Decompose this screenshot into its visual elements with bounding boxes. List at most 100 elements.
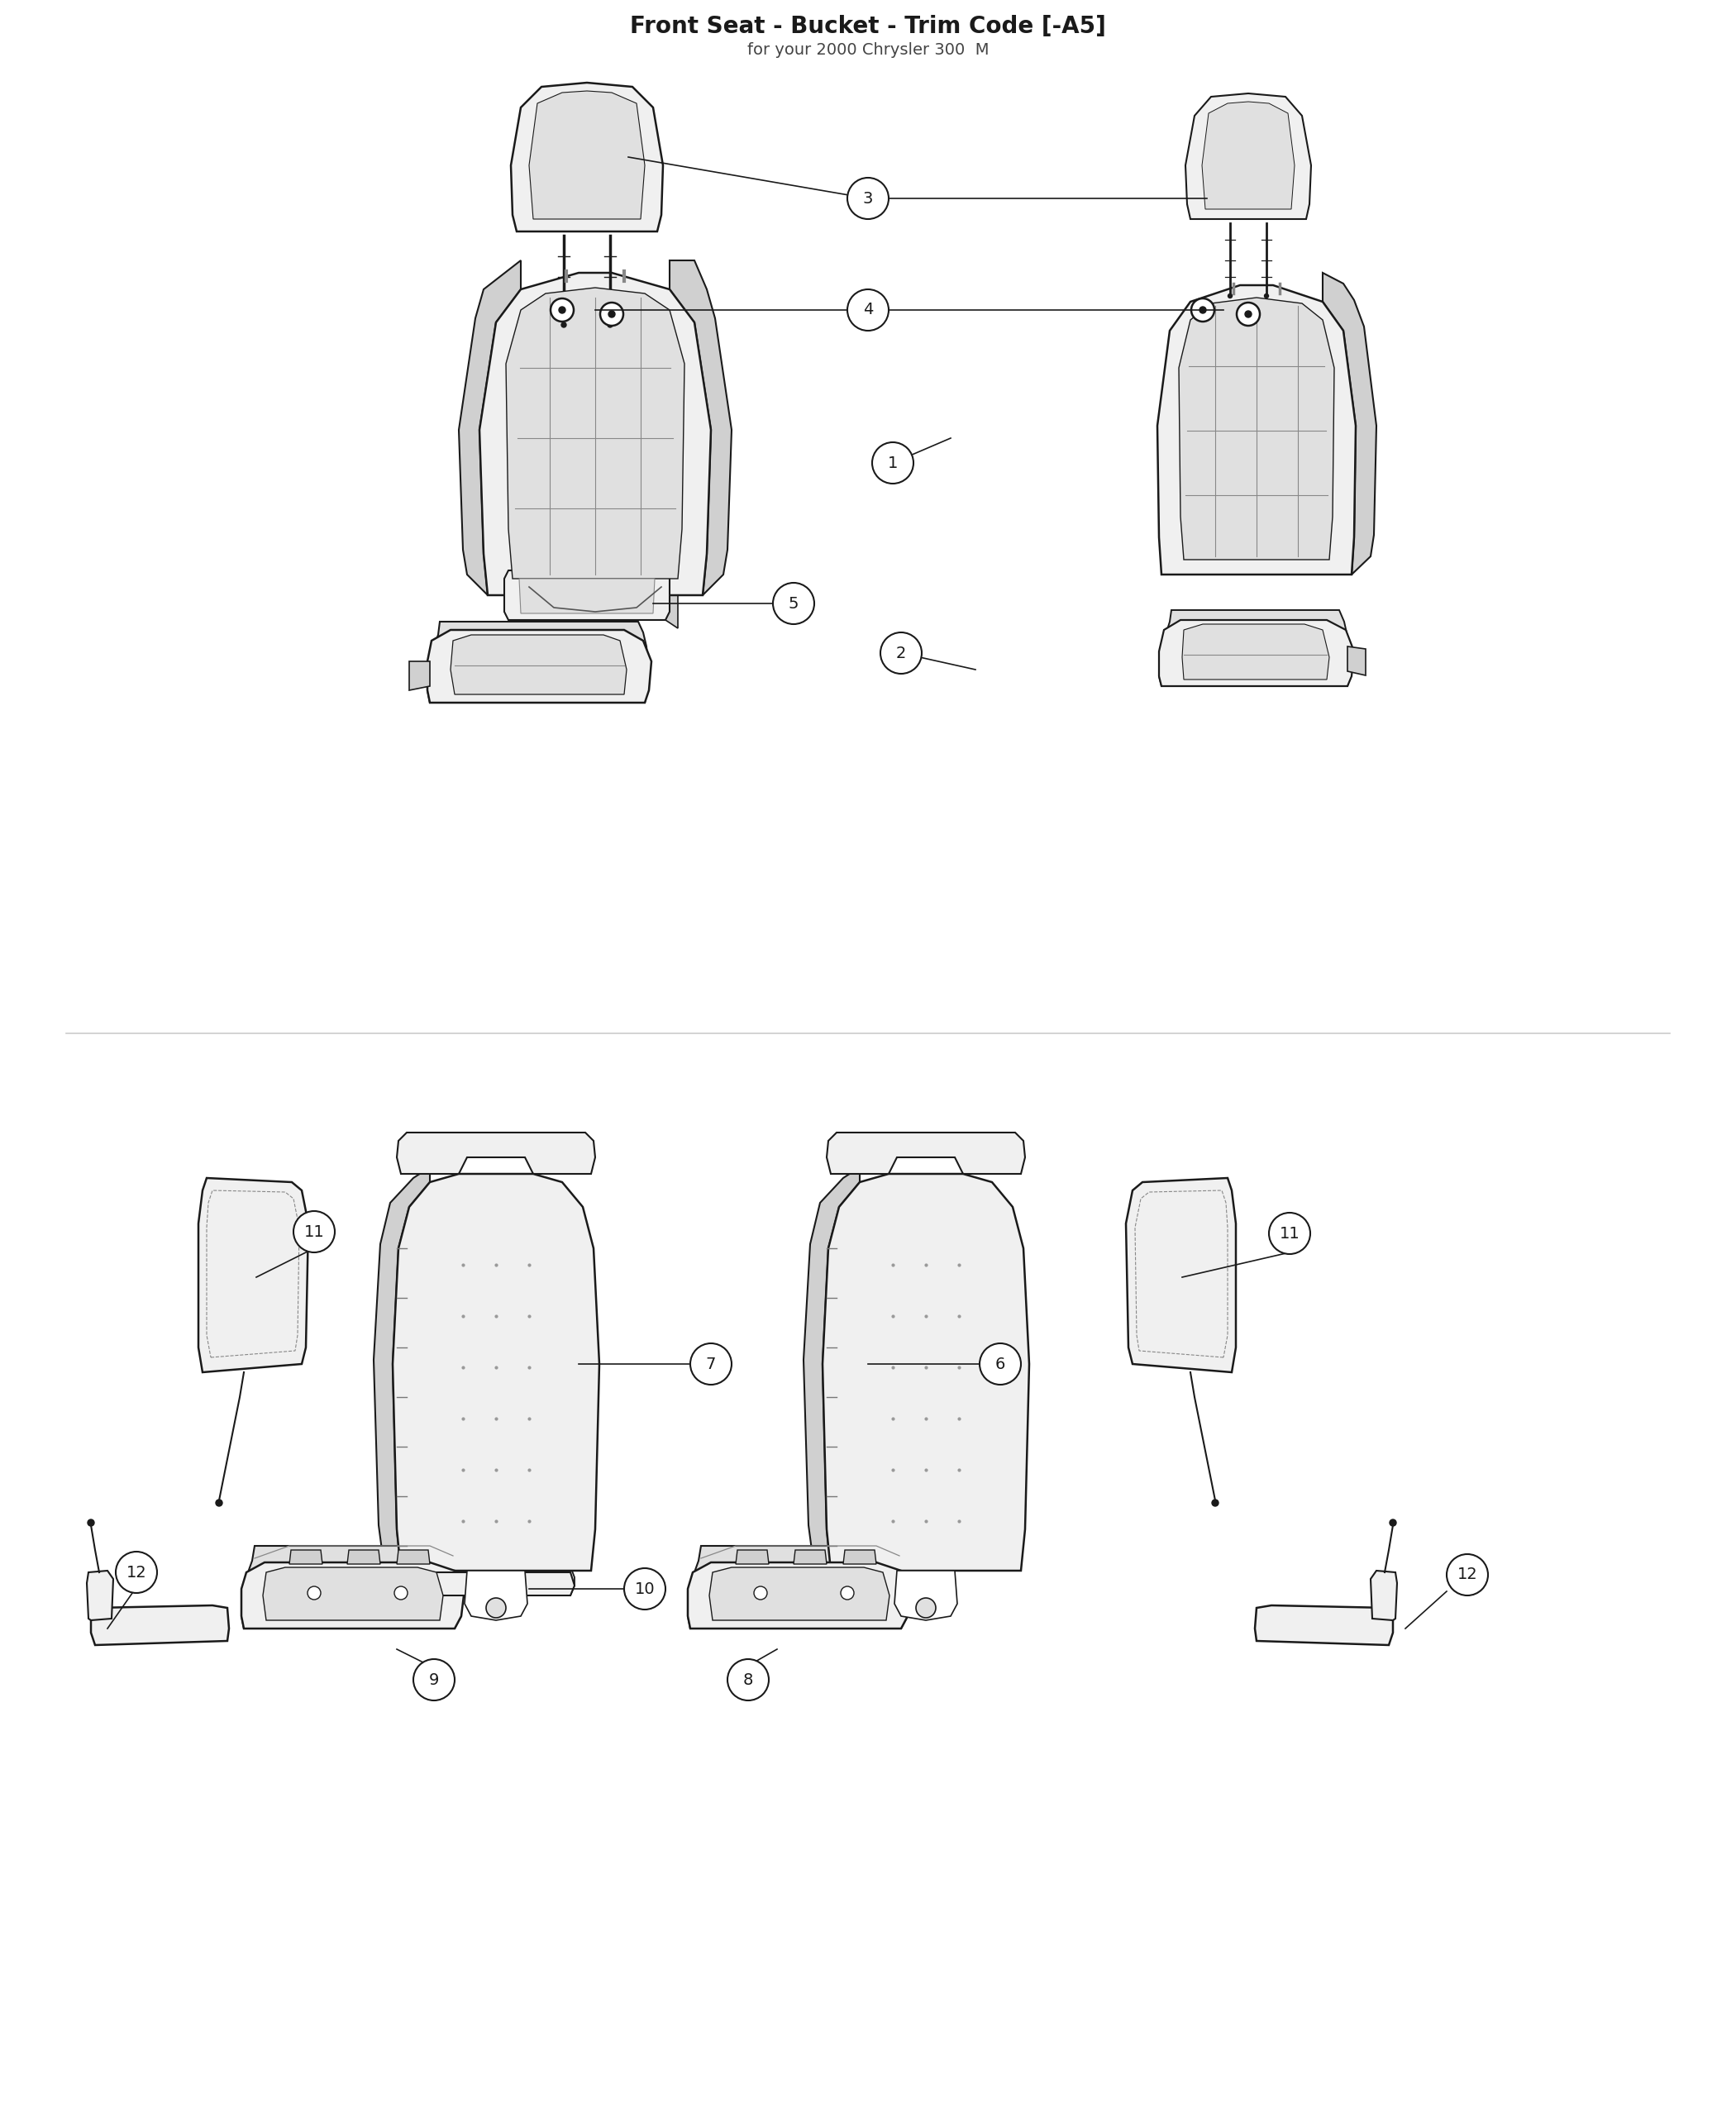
Polygon shape	[1158, 285, 1356, 575]
Circle shape	[847, 177, 889, 219]
Circle shape	[753, 1587, 767, 1600]
Circle shape	[116, 1551, 156, 1594]
Text: 2: 2	[896, 645, 906, 662]
Text: 5: 5	[788, 597, 799, 611]
Polygon shape	[823, 1174, 1029, 1570]
Circle shape	[917, 1598, 936, 1617]
Polygon shape	[427, 622, 648, 702]
Circle shape	[550, 299, 573, 323]
Circle shape	[691, 1343, 731, 1385]
Polygon shape	[519, 580, 654, 613]
Circle shape	[727, 1659, 769, 1701]
Text: 12: 12	[1457, 1566, 1477, 1583]
Polygon shape	[510, 82, 663, 232]
Polygon shape	[665, 580, 677, 628]
Polygon shape	[398, 1132, 595, 1174]
Circle shape	[486, 1598, 505, 1617]
Polygon shape	[1371, 1570, 1397, 1621]
Circle shape	[880, 632, 922, 675]
Polygon shape	[1160, 609, 1351, 685]
Circle shape	[608, 310, 615, 318]
Circle shape	[773, 582, 814, 624]
Circle shape	[871, 443, 913, 483]
Polygon shape	[332, 1573, 356, 1602]
Circle shape	[1245, 310, 1252, 318]
Text: 11: 11	[304, 1225, 325, 1240]
Polygon shape	[410, 662, 431, 689]
Circle shape	[601, 304, 623, 327]
Polygon shape	[241, 1545, 462, 1629]
Circle shape	[1191, 299, 1215, 323]
Polygon shape	[90, 1606, 229, 1644]
Circle shape	[625, 1568, 665, 1611]
Polygon shape	[1127, 1178, 1236, 1372]
Polygon shape	[198, 1178, 309, 1372]
Polygon shape	[1201, 101, 1295, 209]
Polygon shape	[392, 1174, 599, 1570]
Polygon shape	[1160, 620, 1354, 685]
Text: 1: 1	[887, 455, 898, 470]
Polygon shape	[373, 1168, 431, 1570]
Circle shape	[1236, 304, 1260, 327]
Polygon shape	[290, 1549, 323, 1564]
Polygon shape	[351, 1573, 575, 1596]
Text: 3: 3	[863, 190, 873, 207]
Circle shape	[1389, 1520, 1396, 1526]
Polygon shape	[1135, 1191, 1227, 1358]
Text: 10: 10	[635, 1581, 654, 1596]
Polygon shape	[1347, 647, 1366, 675]
Circle shape	[307, 1587, 321, 1600]
Polygon shape	[1186, 93, 1311, 219]
Polygon shape	[505, 287, 684, 580]
Polygon shape	[670, 261, 731, 594]
Polygon shape	[465, 1570, 528, 1621]
Polygon shape	[894, 1570, 957, 1621]
Circle shape	[293, 1212, 335, 1252]
Circle shape	[215, 1499, 222, 1507]
Circle shape	[1212, 1499, 1219, 1507]
Polygon shape	[1255, 1606, 1392, 1644]
Polygon shape	[398, 1549, 431, 1564]
Polygon shape	[844, 1549, 877, 1564]
Polygon shape	[736, 1549, 769, 1564]
Polygon shape	[1182, 624, 1330, 679]
Text: 11: 11	[1279, 1225, 1300, 1242]
Polygon shape	[347, 1549, 380, 1564]
Text: 7: 7	[707, 1355, 715, 1372]
Polygon shape	[793, 1549, 826, 1564]
Polygon shape	[451, 635, 627, 694]
Polygon shape	[427, 630, 651, 702]
Circle shape	[979, 1343, 1021, 1385]
Polygon shape	[479, 272, 712, 594]
Circle shape	[413, 1659, 455, 1701]
Polygon shape	[826, 1132, 1024, 1174]
Polygon shape	[503, 571, 670, 620]
Circle shape	[608, 323, 613, 327]
Polygon shape	[687, 1545, 908, 1629]
Polygon shape	[687, 1562, 911, 1629]
Text: for your 2000 Chrysler 300  M: for your 2000 Chrysler 300 M	[746, 42, 990, 57]
Polygon shape	[351, 1562, 575, 1596]
Circle shape	[840, 1587, 854, 1600]
Polygon shape	[710, 1568, 889, 1621]
Text: Front Seat - Bucket - Trim Code [-A5]: Front Seat - Bucket - Trim Code [-A5]	[630, 15, 1106, 38]
Text: 9: 9	[429, 1672, 439, 1689]
Text: 8: 8	[743, 1672, 753, 1689]
Polygon shape	[458, 261, 521, 594]
Text: 4: 4	[863, 301, 873, 318]
Polygon shape	[87, 1570, 113, 1621]
Circle shape	[87, 1520, 94, 1526]
Polygon shape	[529, 91, 644, 219]
Circle shape	[1227, 293, 1233, 297]
Polygon shape	[241, 1562, 465, 1629]
Circle shape	[394, 1587, 408, 1600]
Circle shape	[559, 306, 566, 314]
Circle shape	[1269, 1212, 1311, 1254]
Polygon shape	[1323, 272, 1377, 575]
Text: 6: 6	[995, 1355, 1005, 1372]
Circle shape	[847, 289, 889, 331]
Text: 12: 12	[127, 1564, 146, 1581]
Circle shape	[561, 323, 566, 327]
Polygon shape	[804, 1168, 859, 1570]
Circle shape	[1200, 306, 1207, 314]
